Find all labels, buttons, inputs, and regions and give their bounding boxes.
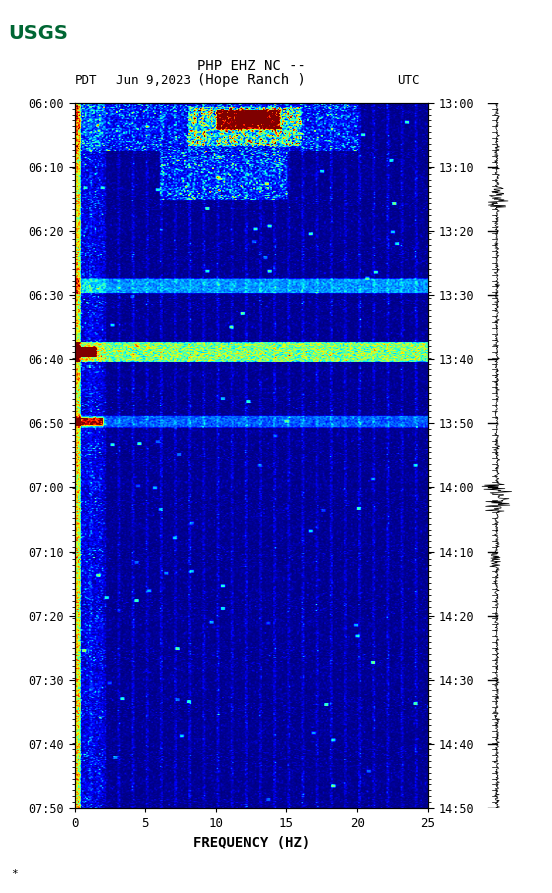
- Text: PDT: PDT: [75, 73, 97, 87]
- Text: PHP EHZ NC --: PHP EHZ NC --: [197, 59, 306, 73]
- Text: *: *: [11, 869, 18, 879]
- X-axis label: FREQUENCY (HZ): FREQUENCY (HZ): [193, 836, 310, 850]
- Text: UTC: UTC: [397, 73, 420, 87]
- Text: USGS: USGS: [9, 23, 68, 43]
- Text: (Hope Ranch ): (Hope Ranch ): [197, 72, 306, 87]
- Text: Jun 9,2023: Jun 9,2023: [116, 73, 191, 87]
